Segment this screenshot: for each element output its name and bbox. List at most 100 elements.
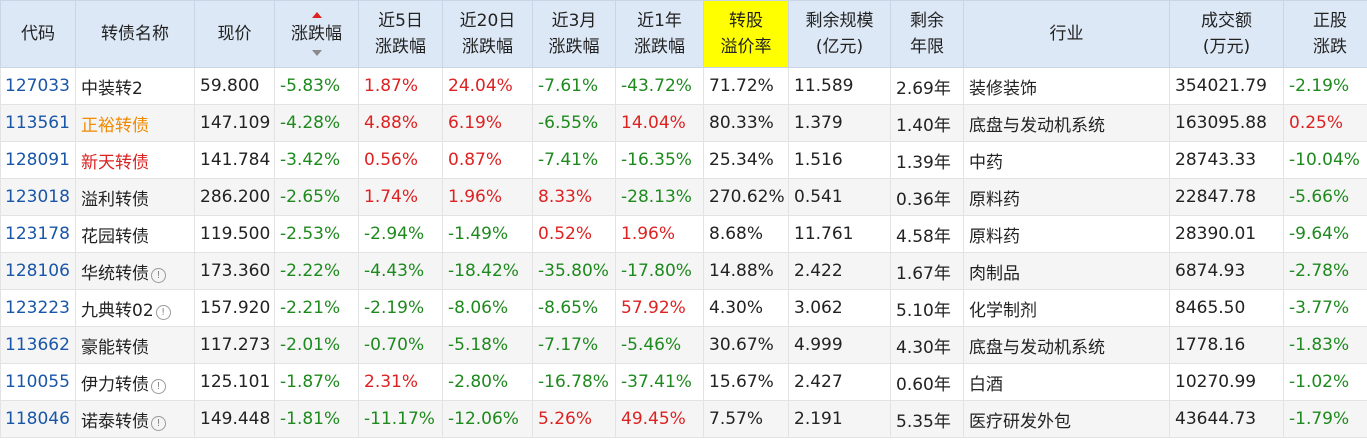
cell-chg3m-text: -16.78% (538, 372, 609, 392)
cell-chg3m-text: -35.80% (538, 261, 609, 281)
header-name[interactable]: 转债名称 (75, 0, 195, 68)
cell-name[interactable]: 诺泰转债! (75, 400, 195, 438)
cell-name-text[interactable]: 豪能转债 (81, 337, 149, 358)
cell-code-text[interactable]: 118046 (5, 409, 70, 429)
info-icon[interactable]: ! (151, 378, 166, 394)
cell-stock-change: -3.77% (1283, 289, 1367, 327)
cell-code[interactable]: 113662 (0, 326, 76, 364)
header-scale[interactable]: 剩余规模 (亿元) (788, 0, 891, 68)
cell-code-text[interactable]: 127033 (5, 76, 70, 96)
cell-term-text: 5.35年 (896, 411, 951, 432)
header-stock-line2: 涨跌 (1313, 37, 1347, 57)
cell-name[interactable]: 伊力转债! (75, 363, 195, 401)
cell-chg20d-text: -5.18% (448, 335, 509, 355)
info-icon[interactable]: ! (151, 415, 166, 431)
table-row[interactable]: 123223 九典转02! 157.920 -2.21% -2.19% -8.06% -8.… (0, 289, 1367, 327)
cell-name[interactable]: 九典转02! (75, 289, 195, 327)
header-price[interactable]: 现价 (194, 0, 275, 68)
table-row[interactable]: 128106 华统转债! 173.360 -2.22% -4.43% -18.42% -35… (0, 252, 1367, 290)
cell-name-text[interactable]: 华统转债 (81, 263, 149, 284)
table-row[interactable]: 127033 中装转2 59.800 -5.83% 1.87% 24.04% -7.61% -… (0, 67, 1367, 105)
table-row[interactable]: 118046 诺泰转债! 149.448 -1.81% -11.17% -12.06% 5.… (0, 400, 1367, 438)
cell-code[interactable]: 128106 (0, 252, 76, 290)
cell-industry-text: 肉制品 (969, 263, 1020, 284)
cell-code-text[interactable]: 113561 (5, 113, 70, 133)
cell-code-text[interactable]: 110055 (5, 372, 70, 392)
cell-name-text[interactable]: 中装转2 (81, 78, 143, 99)
info-icon[interactable]: ! (151, 267, 166, 283)
cell-code[interactable]: 118046 (0, 400, 76, 438)
cell-change-text: -2.21% (280, 298, 341, 318)
cell-code-text[interactable]: 113662 (5, 335, 70, 355)
cell-premium-text: 15.67% (709, 372, 774, 392)
cell-name[interactable]: 溢利转债 (75, 178, 195, 216)
header-change[interactable]: 涨跌幅 (274, 0, 359, 68)
cell-name[interactable]: 花园转债 (75, 215, 195, 253)
cell-code-text[interactable]: 123018 (5, 187, 70, 207)
cell-code[interactable]: 123018 (0, 178, 76, 216)
cell-industry-text: 底盘与发动机系统 (969, 337, 1105, 358)
cell-code[interactable]: 113561 (0, 104, 76, 142)
cell-code-text[interactable]: 128091 (5, 150, 70, 170)
cell-chg5d-text: -0.70% (364, 335, 425, 355)
cell-price-text: 59.800 (200, 76, 260, 96)
header-chg1y-line2: 涨跌幅 (634, 37, 685, 57)
cell-code[interactable]: 123223 (0, 289, 76, 327)
cell-name-text[interactable]: 九典转02 (81, 300, 154, 321)
cell-turnover: 1778.16 (1169, 326, 1284, 364)
table-row[interactable]: 113561 正裕转债 147.109 -4.28% 4.88% 6.19% -6.55% 1… (0, 104, 1367, 142)
cell-code[interactable]: 128091 (0, 141, 76, 179)
cell-code[interactable]: 110055 (0, 363, 76, 401)
cell-name-text[interactable]: 正裕转债 (81, 115, 149, 136)
table-row[interactable]: 113662 豪能转债 117.273 -2.01% -0.70% -5.18% -7.17… (0, 326, 1367, 364)
cell-name[interactable]: 华统转债! (75, 252, 195, 290)
cell-name-text[interactable]: 新天转债 (81, 152, 149, 173)
cell-premium: 14.88% (703, 252, 789, 290)
cell-name-text[interactable]: 伊力转债 (81, 374, 149, 395)
cell-name[interactable]: 中装转2 (75, 67, 195, 105)
cell-stock-change-text: 0.25% (1289, 113, 1344, 133)
cell-name[interactable]: 新天转债 (75, 141, 195, 179)
cell-code-text[interactable]: 128106 (5, 261, 70, 281)
cell-price: 149.448 (194, 400, 275, 438)
header-chg5d-line1: 近5日 (378, 11, 423, 31)
cell-scale-text: 2.191 (794, 409, 843, 429)
header-industry-label: 行业 (1049, 24, 1084, 44)
cell-name-text[interactable]: 溢利转债 (81, 189, 149, 210)
cell-chg5d-text: 1.74% (364, 187, 419, 207)
cell-name-text[interactable]: 诺泰转债 (81, 411, 149, 432)
cell-code[interactable]: 127033 (0, 67, 76, 105)
table-row[interactable]: 123178 花园转债 119.500 -2.53% -2.94% -1.49% 0.52%… (0, 215, 1367, 253)
cell-chg20d-text: 0.87% (448, 150, 503, 170)
table-row[interactable]: 128091 新天转债 141.784 -3.42% 0.56% 0.87% -7.41% -… (0, 141, 1367, 179)
cell-chg20d-text: -2.80% (448, 372, 509, 392)
cell-term: 4.58年 (890, 215, 964, 253)
cell-chg3m: -8.65% (532, 289, 616, 327)
cell-code-text[interactable]: 123223 (5, 298, 70, 318)
cell-name[interactable]: 豪能转债 (75, 326, 195, 364)
cell-change-text: -1.87% (280, 372, 341, 392)
header-chg5d[interactable]: 近5日 涨跌幅 (358, 0, 443, 68)
header-industry[interactable]: 行业 (963, 0, 1170, 68)
table-row[interactable]: 110055 伊力转债! 125.101 -1.87% 2.31% -2.80% -16.7… (0, 363, 1367, 401)
cell-code-text[interactable]: 123178 (5, 224, 70, 244)
cell-code[interactable]: 123178 (0, 215, 76, 253)
table-row[interactable]: 123018 溢利转债 286.200 -2.65% 1.74% 1.96% 8.33% -2… (0, 178, 1367, 216)
cell-turnover-text: 8465.50 (1175, 298, 1246, 318)
cell-premium-text: 80.33% (709, 113, 774, 133)
header-turnover[interactable]: 成交额 (万元) (1169, 0, 1284, 68)
header-chg3m-line2: 涨跌幅 (548, 37, 600, 57)
cell-turnover: 28390.01 (1169, 215, 1284, 253)
cell-chg1y-text: 14.04% (621, 113, 686, 133)
header-stock-change[interactable]: 正股 涨跌 (1283, 0, 1367, 68)
header-chg3m[interactable]: 近3月 涨跌幅 (532, 0, 616, 68)
header-chg20d[interactable]: 近20日 涨跌幅 (442, 0, 533, 68)
cell-name-text[interactable]: 花园转债 (81, 226, 149, 247)
header-chg1y[interactable]: 近1年 涨跌幅 (615, 0, 704, 68)
header-code[interactable]: 代码 (0, 0, 76, 68)
cell-premium-text: 7.57% (709, 409, 764, 429)
header-term[interactable]: 剩余 年限 (890, 0, 964, 68)
cell-name[interactable]: 正裕转债 (75, 104, 195, 142)
info-icon[interactable]: ! (155, 304, 171, 320)
header-premium[interactable]: 转股 溢价率 (703, 0, 789, 68)
